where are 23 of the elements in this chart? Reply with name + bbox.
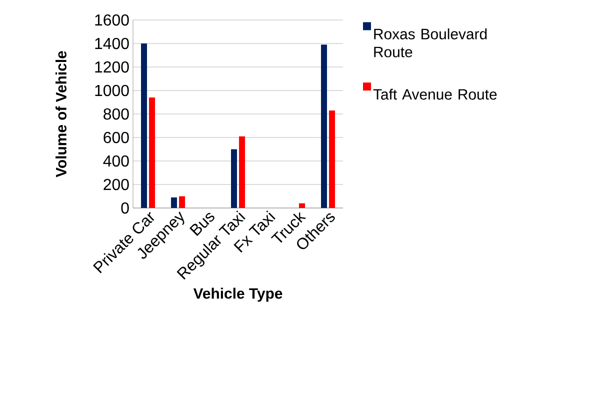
x-axis-title: Vehicle Type [193,288,282,302]
bar [171,197,178,208]
y-tick-label: 1000 [95,84,129,96]
bar [328,110,335,208]
bar [148,98,155,208]
y-tick-label: 600 [104,132,129,144]
bar [141,44,148,208]
y-tick-label: 1400 [95,38,129,50]
bar [231,149,238,208]
bar [321,44,328,208]
y-tick-label: 400 [103,155,129,167]
y-axis-title: Volume of Vehicle [56,51,66,178]
x-tick-label: Bus [190,212,214,236]
bar [298,203,305,208]
legend-label: Roxas Boulevard Route [374,28,487,58]
legend-label: Taft Avenue Route [373,88,497,100]
bar [178,196,185,208]
y-tick-label: 1200 [95,61,129,73]
y-tick-label: 1600 [95,14,129,26]
y-tick-label: 800 [104,108,129,120]
y-tick-label: 0 [121,202,129,214]
y-tick-label: 200 [104,178,129,190]
bar [238,136,245,208]
